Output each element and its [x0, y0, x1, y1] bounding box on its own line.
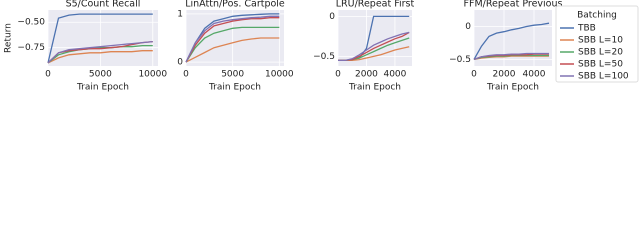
legend-label: TBB	[577, 24, 596, 34]
legend-title: Batching	[577, 11, 617, 21]
series-line	[473, 54, 549, 61]
series-line	[473, 52, 549, 61]
legend-label: SBB L=100	[578, 72, 629, 82]
x-axis-label: Train Epoch	[76, 83, 129, 93]
y-tick-label: −0.50	[17, 18, 45, 28]
x-axis-label: Train Epoch	[348, 83, 401, 93]
series-line	[185, 13, 280, 63]
chart-title: FFM/Repeat Previous	[464, 0, 563, 10]
x-tick-label: 5000	[89, 70, 112, 80]
x-tick-label: 4000	[523, 70, 546, 80]
y-tick-label: −0.5	[449, 55, 471, 65]
legend-label: SBB L=10	[578, 36, 623, 46]
series-line	[473, 22, 550, 60]
x-tick-label: 0	[183, 70, 189, 80]
x-axis-label: Train Epoch	[486, 83, 539, 93]
chart-title: S5/Count Recall	[66, 0, 141, 10]
legend-label: SBB L=20	[578, 48, 623, 58]
series-line	[47, 13, 153, 64]
x-tick-label: 2000	[355, 70, 378, 80]
legend-box	[555, 5, 639, 83]
y-axis-label: Return	[4, 23, 14, 53]
plot-area	[48, 10, 158, 66]
series-line	[185, 15, 280, 63]
legend-label: SBB L=50	[578, 60, 623, 70]
chart-title: LinAttn/Pos. Cartpole	[185, 0, 285, 10]
x-tick-label: 0	[45, 70, 51, 80]
series-line	[338, 31, 410, 62]
series-line	[47, 44, 153, 64]
x-tick-label: 0	[335, 70, 341, 80]
y-tick-label: −0.5	[313, 52, 335, 62]
chart-title: LRU/Repeat First	[336, 0, 415, 10]
y-tick-label: 0	[465, 22, 471, 32]
x-tick-label: 4000	[383, 70, 406, 80]
series-line	[47, 40, 153, 64]
y-tick-label: −0.75	[17, 43, 45, 53]
y-tick-label: 1	[177, 9, 183, 19]
x-axis-label: Train Epoch	[208, 83, 261, 93]
x-tick-label: 5000	[221, 70, 244, 80]
series-line	[185, 37, 280, 63]
x-tick-label: 10000	[265, 70, 294, 80]
series-line	[185, 26, 280, 63]
x-tick-label: 0	[471, 70, 477, 80]
y-tick-label: 0	[329, 12, 335, 22]
plot-area	[338, 10, 412, 66]
series-line	[47, 50, 153, 64]
x-tick-label: 2000	[493, 70, 516, 80]
series-line	[185, 17, 280, 63]
x-tick-label: 10000	[138, 70, 167, 80]
y-tick-label: 0	[177, 58, 183, 68]
